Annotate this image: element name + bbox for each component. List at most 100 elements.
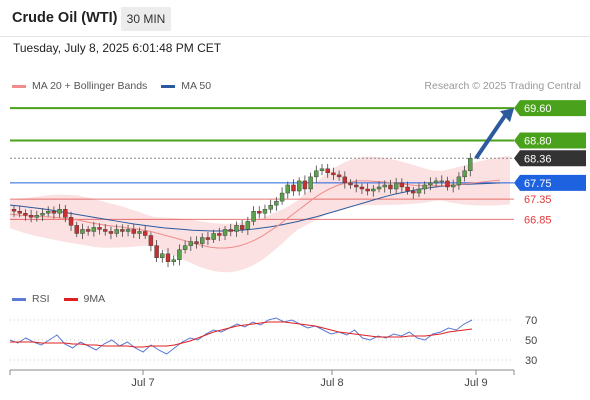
- candle-body: [388, 184, 393, 190]
- candle-body: [131, 229, 136, 234]
- candle-body: [28, 215, 34, 218]
- candle-body: [80, 229, 85, 234]
- candle-body: [51, 211, 57, 214]
- candle-body: [148, 235, 154, 246]
- candle-body: [154, 245, 159, 258]
- candle-body: [416, 188, 422, 194]
- candle-body: [17, 211, 22, 214]
- rsi-tick-30: 30: [525, 355, 537, 367]
- candle-body: [325, 168, 330, 174]
- candle-body: [222, 229, 228, 236]
- candle-body: [63, 209, 68, 218]
- header-divider: [0, 36, 590, 37]
- price-legend: MA 20 + Bollinger Bands MA 50: [12, 80, 225, 92]
- candle-body: [336, 174, 342, 178]
- x-tick-label: Jul 8: [320, 377, 343, 389]
- candle-body: [428, 182, 433, 186]
- candle-body: [234, 225, 239, 232]
- x-tick-label: Jul 9: [464, 377, 487, 389]
- candle-body: [285, 184, 290, 194]
- candle-body: [291, 184, 296, 192]
- candle-body: [348, 182, 353, 186]
- candle-body: [137, 231, 142, 234]
- candle-body: [200, 237, 205, 244]
- level-label-69.60: 69.60: [524, 103, 552, 115]
- candle-body: [314, 170, 319, 178]
- candle-body: [433, 180, 439, 184]
- legend-9ma-label: 9MA: [83, 293, 106, 305]
- candle-body: [393, 182, 399, 190]
- level-tag-67.75: [514, 174, 586, 191]
- candle-body: [422, 184, 427, 190]
- ma9-swatch: [63, 297, 78, 301]
- x-tick-label: Jul 7: [131, 377, 154, 389]
- legend-rsi-label: RSI: [32, 293, 50, 305]
- candle-body: [91, 227, 97, 232]
- candle-body: [376, 186, 382, 190]
- candle-body: [262, 209, 268, 214]
- bollinger-band: [10, 155, 510, 273]
- candle-body: [182, 245, 188, 250]
- rsi-line: [9, 317, 473, 355]
- chart-header: Crude Oil (WTI) 30 MIN: [0, 0, 590, 36]
- rsi-swatch: [12, 297, 26, 301]
- ma20-swatch: [12, 84, 26, 88]
- level-tag-69.60: [514, 100, 586, 117]
- candle-body: [57, 209, 62, 214]
- chart-datetime: Tuesday, July 8, 2025 6:01:48 PM CET: [13, 41, 222, 55]
- candle-body: [399, 182, 405, 188]
- level-tag-68.36: [514, 150, 586, 167]
- candle-body: [462, 170, 467, 178]
- level-tag-68.80: [514, 132, 586, 149]
- candle-body: [171, 259, 176, 262]
- candle-body: [319, 168, 325, 172]
- level-label-67.75: 67.75: [524, 178, 552, 190]
- candle-body: [382, 184, 387, 188]
- timeframe-button[interactable]: 30 MIN: [121, 7, 171, 31]
- candle-body: [40, 213, 45, 216]
- candles-group: [11, 153, 473, 268]
- ma20-line: [9, 179, 501, 249]
- candle-body: [217, 233, 222, 236]
- candle-body: [257, 211, 262, 214]
- candle-body: [331, 172, 336, 176]
- candle-body: [239, 225, 245, 230]
- candle-body: [85, 229, 91, 232]
- candle-body: [308, 176, 313, 190]
- candle-body: [228, 229, 233, 232]
- candle-body: [205, 237, 211, 240]
- candle-body: [251, 211, 256, 222]
- candle-body: [365, 188, 370, 192]
- candle-body: [371, 188, 376, 192]
- candle-body: [34, 215, 40, 218]
- candle-body: [245, 221, 251, 230]
- ma50-swatch: [161, 84, 176, 88]
- candle-body: [279, 192, 285, 202]
- candle-body: [405, 186, 410, 192]
- candle-body: [456, 176, 462, 186]
- candle-body: [354, 184, 359, 188]
- candle-body: [97, 227, 102, 230]
- candle-body: [108, 231, 114, 234]
- legend-ma50-label: MA 50: [181, 80, 212, 92]
- candle-body: [342, 176, 348, 184]
- candle-body: [114, 229, 119, 234]
- candle-body: [274, 200, 279, 206]
- candle-body: [468, 158, 473, 172]
- forecast-arrow-head: [500, 108, 514, 123]
- rsi-legend: RSI 9MA: [12, 293, 119, 305]
- candle-body: [194, 241, 199, 244]
- rsi-tick-70: 70: [525, 315, 537, 327]
- level-label-66.85: 66.85: [524, 214, 552, 226]
- candle-body: [11, 209, 17, 212]
- candle-body: [120, 229, 125, 232]
- candle-body: [302, 180, 308, 190]
- forecast-arrow-shaft: [474, 113, 508, 160]
- candle-body: [23, 213, 28, 216]
- candle-body: [296, 180, 302, 192]
- candle-body: [142, 231, 148, 236]
- candle-body: [411, 190, 416, 194]
- candle-body: [46, 211, 51, 214]
- candle-body: [165, 253, 171, 262]
